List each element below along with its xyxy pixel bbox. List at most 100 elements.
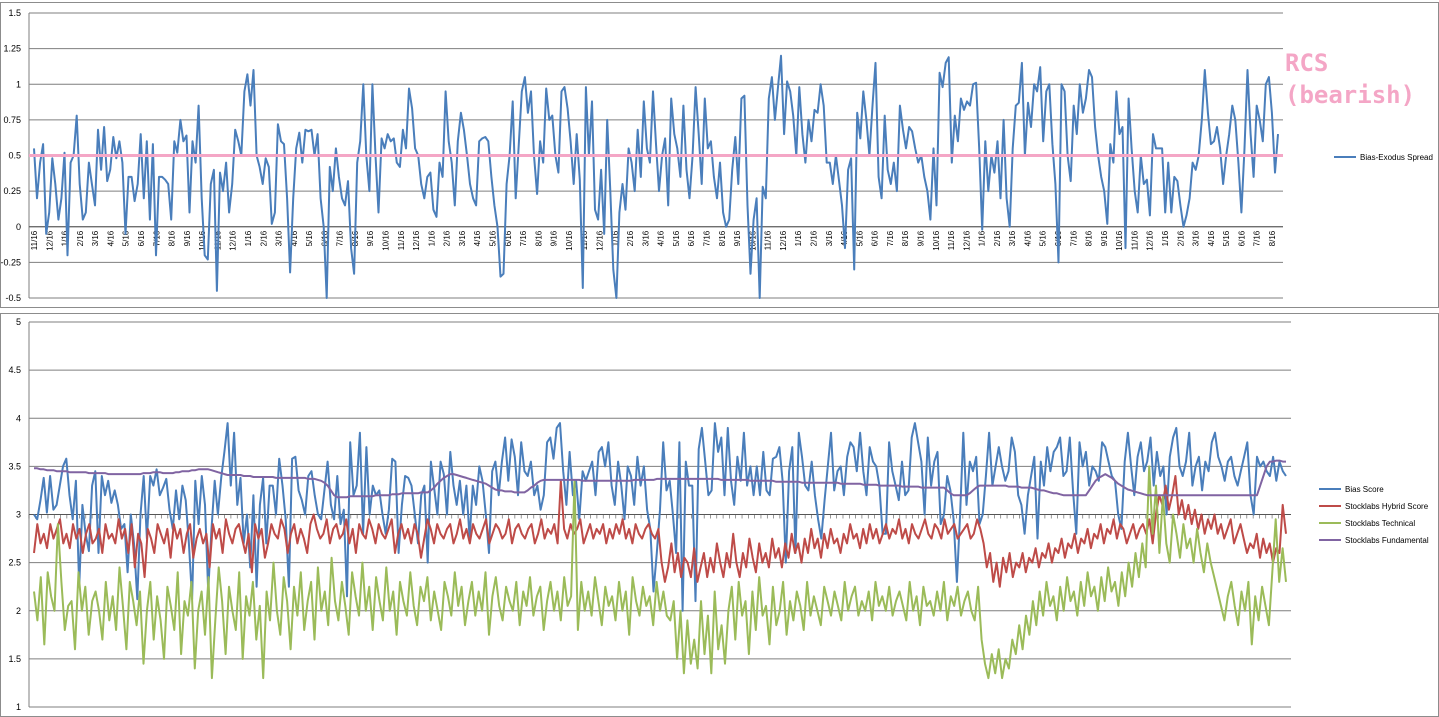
y-tick-label: 2.5 xyxy=(8,558,21,568)
series-line-1 xyxy=(33,475,1287,588)
scores-chart-panel: 1 1.5 2 2.5 3 3.5 4 4.5 5 Bias Score Stocklabs Hyb… xyxy=(0,313,1439,717)
x-tick-label: 11/16 xyxy=(1130,230,1139,250)
x-tick-label: 7/16 xyxy=(886,230,895,246)
x-tick-label: 5/16 xyxy=(1222,230,1231,246)
x-tick-label: 9/16 xyxy=(550,230,559,246)
x-tick-label: 4/16 xyxy=(1023,230,1032,246)
x-tick-label: 4/16 xyxy=(290,230,299,246)
x-tick-label: 5/16 xyxy=(305,230,314,246)
x-tick-label: 10/16 xyxy=(932,230,941,251)
x-tick-label: 8/16 xyxy=(168,230,177,246)
y-tick-label: 0.75 xyxy=(3,115,21,125)
x-tick-label: 8/16 xyxy=(1268,230,1277,246)
y-tick-label: 1.25 xyxy=(3,44,21,54)
x-tick-label: 12/16 xyxy=(229,230,238,251)
series-line-0 xyxy=(33,54,1279,299)
x-tick-label: 8/16 xyxy=(534,230,543,246)
legend-entry: Bias-Exodus Spread xyxy=(1360,153,1433,162)
series-line-2 xyxy=(33,465,1287,680)
x-tick-label: 11/16 xyxy=(947,230,956,250)
x-tick-label: 2/16 xyxy=(626,230,635,246)
x-tick-label: 3/16 xyxy=(1192,230,1201,246)
x-tick-label: 1/16 xyxy=(1161,230,1170,246)
x-tick-label: 3/16 xyxy=(91,230,100,246)
annotation-bearish: (bearish) xyxy=(1285,81,1415,109)
x-tick-label: 7/16 xyxy=(519,230,528,246)
x-tick-label: 12/16 xyxy=(1146,230,1155,251)
x-tick-label: 3/16 xyxy=(825,230,834,246)
x-tick-label: 1/16 xyxy=(978,230,987,246)
x-tick-label: 9/16 xyxy=(916,230,925,246)
x-tick-label: 9/16 xyxy=(183,230,192,246)
x-tick-label: 2/16 xyxy=(1176,230,1185,246)
x-tick-label: 3/16 xyxy=(458,230,467,246)
x-tick-label: 6/16 xyxy=(1237,230,1246,246)
y-tick-label: 1.5 xyxy=(8,8,21,18)
x-tick-label: 9/16 xyxy=(1100,230,1109,246)
x-tick-label: 7/16 xyxy=(702,230,711,246)
series-line-0 xyxy=(33,422,1287,612)
x-tick-label: 12/16 xyxy=(962,230,971,251)
y-tick-label: 5 xyxy=(16,317,21,327)
x-tick-label: 11/16 xyxy=(397,230,406,250)
y-tick-label: 0.25 xyxy=(3,186,21,196)
legend-entry: Stocklabs Hybrid Score xyxy=(1345,502,1429,511)
x-tick-label: 5/16 xyxy=(855,230,864,246)
x-tick-label: 6/16 xyxy=(137,230,146,246)
y-tick-label: 4 xyxy=(16,413,21,423)
x-tick-label: 10/16 xyxy=(382,230,391,251)
x-tick-label: 5/16 xyxy=(672,230,681,246)
x-tick-label: 3/16 xyxy=(1008,230,1017,246)
x-tick-label: 6/16 xyxy=(687,230,696,246)
x-tick-label: 6/16 xyxy=(871,230,880,246)
legend-entry: Bias Score xyxy=(1345,485,1384,494)
x-tick-label: 12/16 xyxy=(596,230,605,251)
x-tick-label: 3/16 xyxy=(641,230,650,246)
x-tick-label: 1/16 xyxy=(611,230,620,246)
x-tick-label: 1/16 xyxy=(61,230,70,246)
y-tick-label: 0 xyxy=(16,222,21,232)
legend-entry: Stocklabs Fundamental xyxy=(1345,536,1429,545)
x-tick-label: 11/16 xyxy=(580,230,589,250)
x-tick-label: 2/16 xyxy=(259,230,268,246)
x-tick-label: 1/16 xyxy=(794,230,803,246)
x-tick-label: 11/16 xyxy=(764,230,773,250)
x-tick-label: 4/16 xyxy=(106,230,115,246)
x-tick-label: 4/16 xyxy=(657,230,666,246)
x-tick-label: 4/16 xyxy=(1207,230,1216,246)
x-tick-label: 2/16 xyxy=(76,230,85,246)
y-tick-label: 3.5 xyxy=(8,461,21,471)
y-tick-label: 1 xyxy=(16,702,21,712)
y-tick-label: 2 xyxy=(16,606,21,616)
x-tick-label: 1/16 xyxy=(244,230,253,246)
y-tick-label: 1.5 xyxy=(8,654,21,664)
y-tick-label: 3 xyxy=(16,510,21,520)
x-tick-label: 3/16 xyxy=(275,230,284,246)
x-tick-label: 11/16 xyxy=(30,230,39,250)
x-tick-label: 5/16 xyxy=(1039,230,1048,246)
y-tick-label: 4.5 xyxy=(8,365,21,375)
x-tick-label: 8/16 xyxy=(1085,230,1094,246)
y-tick-label: -0.5 xyxy=(5,293,21,303)
x-tick-label: 10/16 xyxy=(198,230,207,251)
x-tick-label: 12/16 xyxy=(45,230,54,251)
x-tick-label: 12/16 xyxy=(412,230,421,251)
spread-chart-panel: -0.5 -0.25 0 0.25 0.5 0.75 1 1.25 1.5 11/16 12/16 1… xyxy=(0,2,1439,308)
y-tick-label: 1 xyxy=(16,79,21,89)
x-tick-label: 10/16 xyxy=(1115,230,1124,251)
scores-chart: 1 1.5 2 2.5 3 3.5 4 4.5 5 Bias Score Stocklabs Hyb… xyxy=(8,317,1429,712)
series-line-3 xyxy=(34,459,1286,499)
annotation-rcs: RCS xyxy=(1285,49,1328,77)
x-tick-label: 7/16 xyxy=(1069,230,1078,246)
x-tick-label: 9/16 xyxy=(366,230,375,246)
x-tick-label: 4/16 xyxy=(473,230,482,246)
x-tick-label: 8/16 xyxy=(718,230,727,246)
x-tick-label: 7/16 xyxy=(336,230,345,246)
x-tick-label: 2/16 xyxy=(993,230,1002,246)
legend-entry: Stocklabs Technical xyxy=(1345,519,1415,528)
spread-chart: -0.5 -0.25 0 0.25 0.5 0.75 1 1.25 1.5 11/16 12/16 1… xyxy=(1,8,1433,303)
x-tick-label: 8/16 xyxy=(901,230,910,246)
x-tick-label: 7/16 xyxy=(1253,230,1262,246)
y-tick-label: -0.25 xyxy=(1,257,21,267)
x-tick-label: 5/16 xyxy=(122,230,131,246)
